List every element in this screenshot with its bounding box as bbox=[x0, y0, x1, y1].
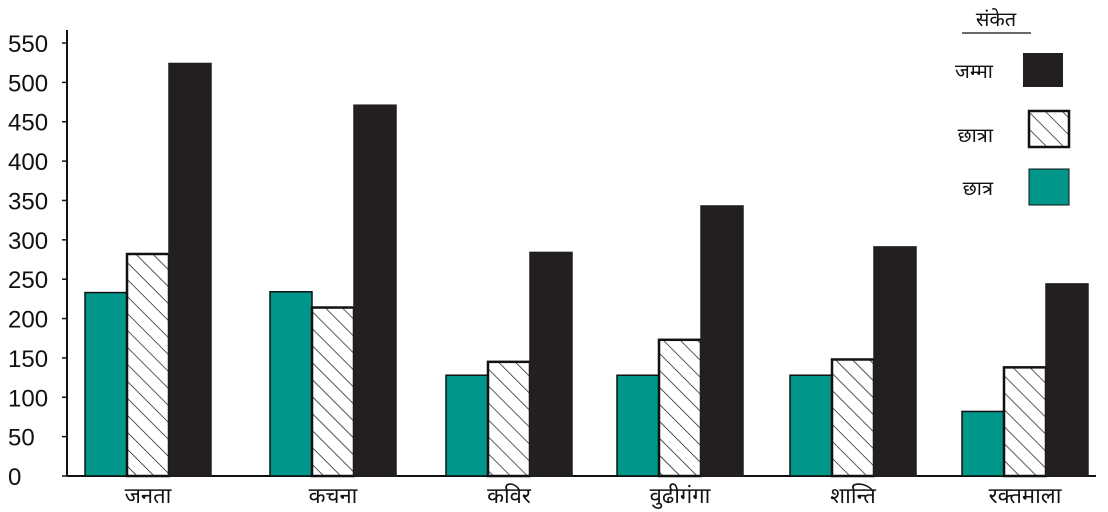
y-tick-label-8: 400 bbox=[8, 149, 48, 176]
category-label-0: जनता bbox=[125, 484, 172, 509]
legend-label-total: जम्मा bbox=[955, 59, 994, 83]
legend-label-girls: छात्रा bbox=[958, 123, 994, 147]
bar-total-0 bbox=[168, 62, 212, 477]
bar-boys-1 bbox=[269, 291, 313, 477]
bar-boys-4 bbox=[789, 374, 833, 477]
bar-total-5 bbox=[1045, 283, 1089, 477]
y-tick-label-4: 200 bbox=[8, 307, 48, 334]
y-tick-label-9: 450 bbox=[8, 110, 48, 137]
y-tick-label-6: 300 bbox=[8, 228, 48, 255]
legend: संकेत जम्मा छात्रा छात्र bbox=[955, 7, 1071, 206]
bar-boys-0 bbox=[84, 291, 128, 477]
bar-total-3 bbox=[700, 205, 744, 477]
bar-total-1 bbox=[353, 104, 397, 477]
legend-title: संकेत bbox=[976, 7, 1017, 31]
bar-girls-1 bbox=[310, 306, 356, 478]
category-label-1: कचना bbox=[309, 484, 358, 509]
bar-girls-4 bbox=[830, 358, 876, 478]
bar-girls-3 bbox=[657, 338, 703, 478]
bar-total-4 bbox=[873, 246, 917, 477]
y-tick-labels: 0 50 100 150 200 250 300 350 400 450 500 550 bbox=[8, 31, 48, 491]
bar-boys-2 bbox=[445, 374, 489, 477]
legend-swatch-boys bbox=[1028, 168, 1070, 206]
y-tick-label-11: 550 bbox=[8, 31, 48, 58]
category-label-2: कविर bbox=[487, 483, 532, 509]
y-tick-label-10: 500 bbox=[8, 70, 48, 97]
bar-boys-3 bbox=[616, 374, 660, 477]
legend-swatch-girls bbox=[1027, 109, 1071, 149]
bar-girls-2 bbox=[486, 360, 532, 478]
bar-girls-0 bbox=[125, 252, 171, 478]
bars-group bbox=[84, 62, 1089, 478]
category-label-4: शान्ति bbox=[830, 483, 876, 509]
y-tick-label-7: 350 bbox=[8, 188, 48, 215]
category-label-5: रक्तमाला bbox=[989, 484, 1062, 509]
legend-swatch-total bbox=[1023, 53, 1063, 87]
y-tick-label-3: 150 bbox=[8, 346, 48, 373]
y-tick-label-2: 100 bbox=[8, 385, 48, 412]
y-tick-label-5: 250 bbox=[8, 267, 48, 294]
y-tick-label-1: 50 bbox=[8, 425, 35, 452]
legend-label-boys: छात्र bbox=[963, 176, 994, 200]
y-axis bbox=[62, 30, 68, 477]
category-labels: जनता कचना कविर वुढीगंगा शान्ति रक्तमाला bbox=[125, 483, 1062, 509]
bar-total-2 bbox=[529, 251, 573, 477]
bar-boys-5 bbox=[961, 410, 1005, 477]
bar-girls-5 bbox=[1002, 366, 1048, 478]
category-label-3: वुढीगंगा bbox=[650, 483, 711, 509]
y-tick-label-0: 0 bbox=[8, 464, 21, 491]
